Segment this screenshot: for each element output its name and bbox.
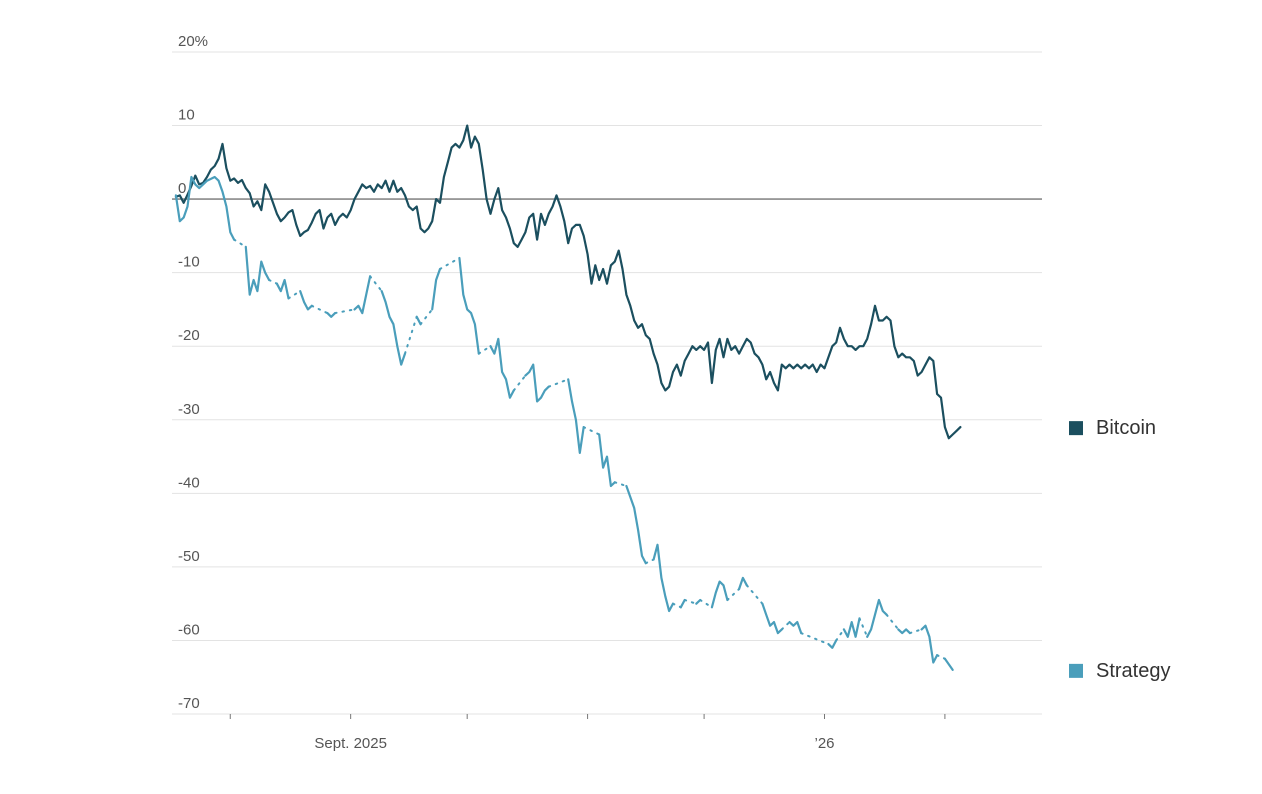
- legend: Bitcoin Strategy: [1069, 417, 1170, 682]
- series-gap-strategy: [287, 290, 302, 300]
- x-axis: Sept. 2025 ’26: [229, 714, 946, 752]
- series-gap-strategy: [477, 345, 492, 355]
- series-segment-strategy: [738, 576, 748, 591]
- series-segment-strategy: [695, 598, 702, 605]
- series-gap-strategy: [644, 558, 655, 565]
- series-segment-strategy: [299, 290, 313, 311]
- y-tick-label: -30: [178, 401, 200, 418]
- series-gap-strategy: [835, 628, 845, 642]
- series-gap-strategy: [369, 275, 383, 293]
- series-segment-strategy: [943, 657, 954, 671]
- legend-label: Strategy: [1096, 660, 1170, 682]
- legend-item-bitcoin: Bitcoin: [1069, 417, 1156, 439]
- series-segment-strategy: [679, 598, 686, 609]
- x-tick-label: ’26: [814, 735, 834, 752]
- series-segment-strategy: [415, 315, 422, 326]
- series-segment-strategy: [866, 598, 888, 638]
- series-segment-strategy: [489, 337, 515, 399]
- y-tick-label: -60: [178, 621, 200, 638]
- series-gap-strategy: [512, 374, 527, 392]
- series-segment-strategy: [625, 484, 647, 565]
- y-tick-label: -70: [178, 695, 200, 712]
- series-bitcoin: [174, 124, 962, 440]
- gridlines: [172, 51, 1042, 715]
- y-tick-label: -10: [178, 254, 200, 271]
- series-segment-strategy: [458, 256, 480, 355]
- series-gap-strategy: [885, 613, 900, 631]
- y-tick-label: 0: [178, 180, 186, 197]
- series-segment-strategy: [710, 580, 729, 609]
- series-gap-strategy: [800, 632, 830, 646]
- series-gap-strategy: [613, 481, 628, 487]
- series-segment-strategy: [567, 378, 585, 454]
- series-gap-strategy: [699, 599, 713, 609]
- series-segment-strategy: [827, 639, 838, 649]
- series-segment-strategy: [524, 363, 550, 403]
- series-segment-strategy: [353, 275, 372, 315]
- series-gap-strategy: [233, 238, 247, 248]
- series-gap-strategy: [547, 378, 570, 388]
- series-gap-strategy: [726, 588, 741, 601]
- series-segment-strategy: [326, 312, 337, 318]
- y-axis-labels: 20% 10 0 -10 -20 -30 -40 -50 -60 -70: [178, 33, 208, 712]
- x-tick-label: Sept. 2025: [314, 735, 387, 752]
- y-tick-label: -40: [178, 474, 200, 491]
- series-segment-strategy: [598, 433, 616, 488]
- series-gap-strategy: [936, 654, 946, 660]
- series-gap-strategy: [683, 599, 698, 605]
- legend-swatch: [1069, 421, 1083, 436]
- series-gap-strategy: [404, 315, 418, 355]
- y-tick-label: -50: [178, 548, 200, 565]
- series-gap-strategy: [334, 308, 356, 315]
- series-strategy: [174, 175, 954, 671]
- series-gap-strategy: [310, 304, 329, 315]
- legend-item-strategy: Strategy: [1069, 660, 1170, 682]
- series-segment-strategy: [842, 617, 861, 638]
- series-gap-strategy: [908, 628, 923, 635]
- series-segment-strategy: [431, 267, 442, 311]
- series-gap-strategy: [780, 621, 791, 631]
- series-line-bitcoin: [174, 124, 962, 440]
- series-gap-strategy: [858, 617, 869, 638]
- series-lines: [174, 124, 962, 671]
- series-gap-strategy: [419, 308, 434, 326]
- series-segment-strategy: [897, 628, 911, 635]
- series-segment-strategy: [275, 278, 290, 300]
- series-segment-strategy: [920, 624, 939, 664]
- series-gap-strategy: [582, 426, 601, 436]
- series-segment-strategy: [244, 245, 271, 296]
- series-gap-strategy: [439, 257, 461, 270]
- y-tick-label: -20: [178, 327, 200, 344]
- y-tick-label: 10: [178, 107, 195, 124]
- series-segment-strategy: [788, 621, 803, 635]
- legend-label: Bitcoin: [1096, 417, 1156, 439]
- series-segment-strategy: [174, 175, 236, 241]
- y-tick-label: 20%: [178, 33, 208, 50]
- legend-swatch: [1069, 663, 1083, 678]
- series-segment-strategy: [652, 543, 675, 613]
- series-gap-strategy: [268, 279, 278, 285]
- series-segment-strategy: [761, 602, 783, 635]
- series-segment-strategy: [380, 290, 407, 366]
- series-gap-strategy: [672, 602, 682, 609]
- series-gap-strategy: [745, 584, 764, 605]
